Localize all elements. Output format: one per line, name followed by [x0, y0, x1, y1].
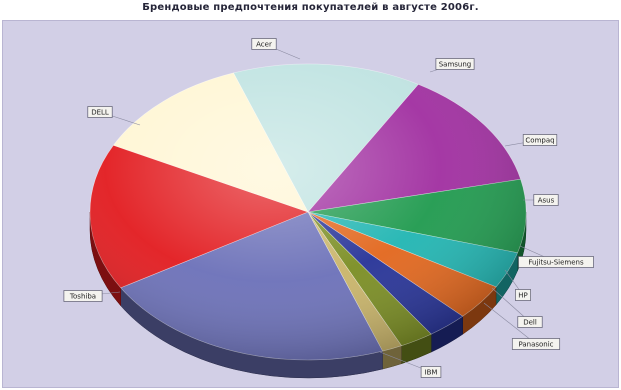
slice-label-toshiba: Toshiba — [69, 293, 96, 301]
slice-label-ibm: IBM — [425, 369, 438, 377]
slice-label-hp: HP — [518, 292, 528, 300]
slice-label-asus: Asus — [538, 197, 555, 205]
slice-label-dell: DELL — [91, 109, 109, 117]
slice-label-samsung: Samsung — [439, 61, 472, 69]
slice-label-dell: Dell — [523, 319, 537, 327]
slice-label-acer: Acer — [256, 41, 272, 49]
slice-label-fujitsu-siemens: Fujitsu-Siemens — [528, 259, 584, 267]
slice-label-panasonic: Panasonic — [518, 341, 553, 349]
slice-label-compaq: Compaq — [525, 137, 554, 145]
